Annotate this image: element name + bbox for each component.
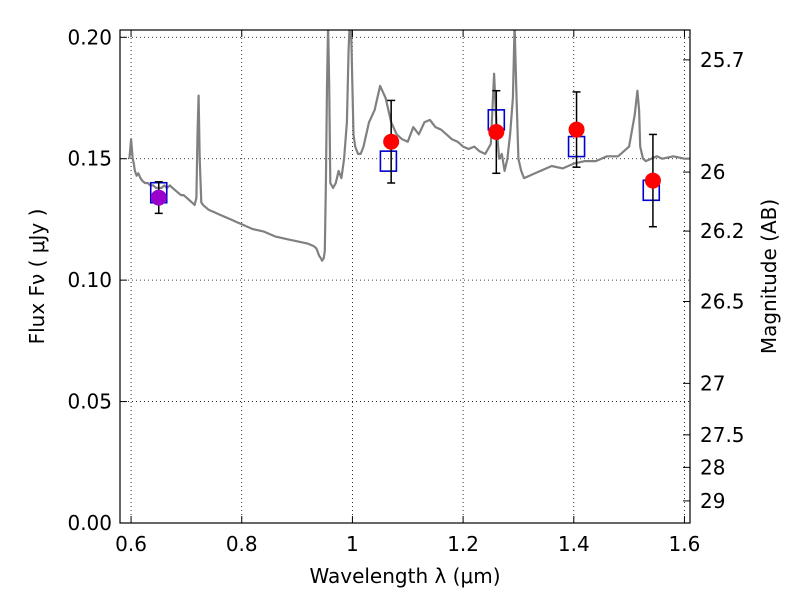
y2-tick-label: 27.5 (700, 423, 745, 447)
y2-tick-label: 29 (700, 489, 725, 513)
y-tick-label: 0.05 (67, 390, 112, 414)
y-tick-label: 0.00 (67, 511, 112, 535)
y-tick-label: 0.10 (67, 268, 112, 292)
x-axis-label: Wavelength λ (μm) (309, 564, 500, 588)
x-tick-label: 1.2 (447, 532, 479, 556)
x-tick-label: 1.4 (558, 532, 590, 556)
observed-points-series (150, 121, 661, 206)
y-axis-label: Flux Fν ( μJy ) (25, 209, 49, 345)
x-tick-label: 0.8 (226, 532, 258, 556)
x-tick-label: 1.6 (669, 532, 701, 556)
y2-tick-label: 25.7 (700, 48, 745, 72)
y2-tick-label: 27 (700, 371, 725, 395)
observed-point (383, 133, 400, 150)
x-axis: 0.6 0.8 1 1.2 1.4 1.6 (115, 30, 700, 556)
x-tick-label: 1 (346, 532, 359, 556)
y2-tick-label: 26 (700, 160, 725, 184)
y2-axis-label: Magnitude (AB) (757, 199, 781, 354)
observed-point (150, 189, 167, 206)
y2-axis: 25.7 26 26.2 26.5 27 27.5 28 29 (683, 48, 745, 513)
y2-tick-label: 28 (700, 455, 725, 479)
observed-point (488, 124, 505, 140)
y-tick-label: 0.20 (67, 25, 112, 49)
y-axis: 0.00 0.05 0.10 0.15 0.20 (67, 25, 127, 535)
y2-tick-label: 26.5 (700, 290, 745, 314)
spectrum-line (128, 30, 690, 262)
x-tick-label: 0.6 (115, 532, 147, 556)
y-tick-label: 0.15 (67, 147, 112, 171)
plot-frame (119, 29, 691, 524)
model-square-point (379, 150, 398, 172)
spectrum-series (128, 30, 690, 262)
observed-point (644, 172, 661, 189)
y2-tick-label: 26.2 (700, 219, 745, 243)
observed-point (568, 121, 585, 138)
